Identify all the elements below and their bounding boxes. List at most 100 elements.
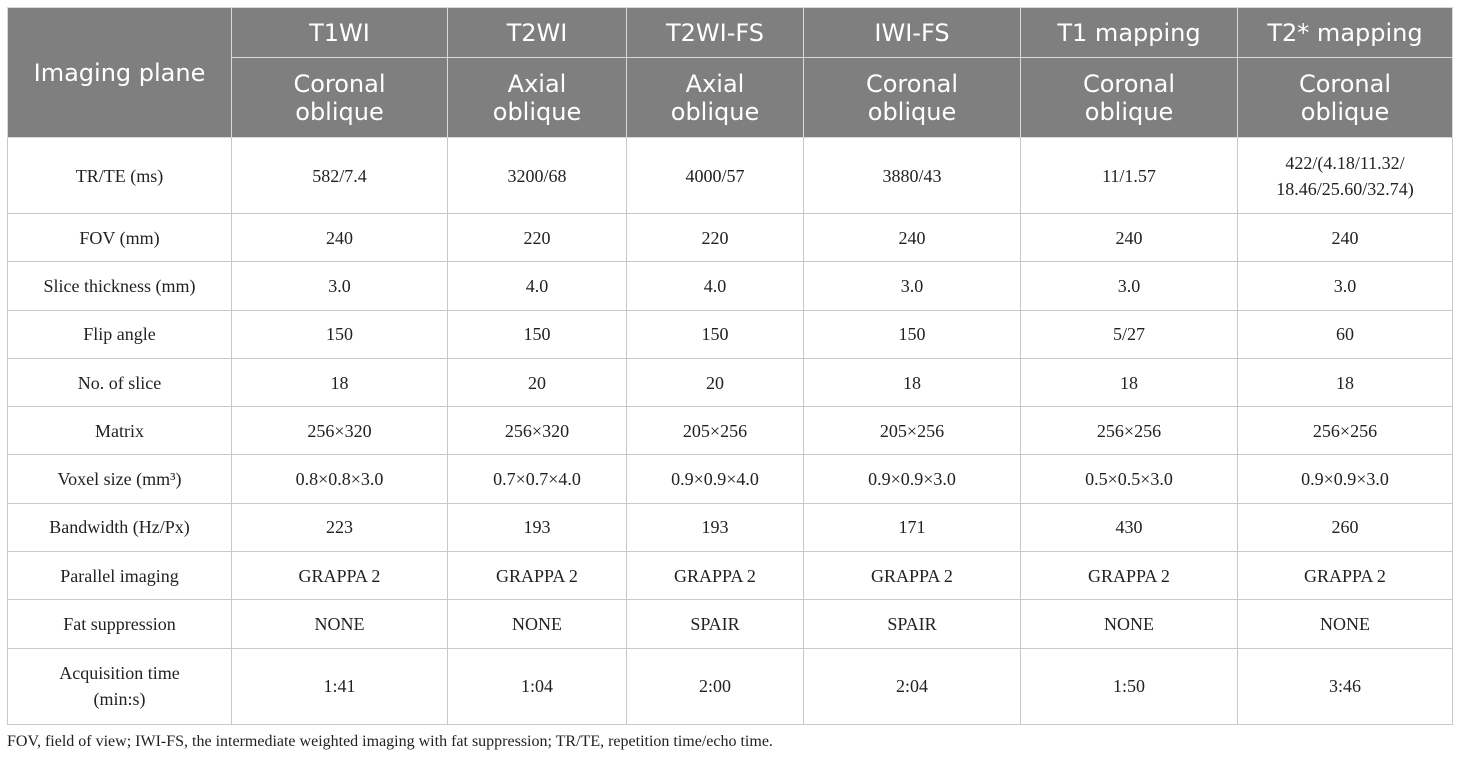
- table-cell: SPAIR: [626, 599, 804, 649]
- table-cell: 3.0: [803, 261, 1021, 311]
- table-row: Fat suppression NONE NONE SPAIR SPAIR NONE NON…: [7, 599, 1453, 649]
- table-cell: 205×256: [626, 406, 804, 456]
- table-cell: 2:00: [626, 647, 804, 725]
- imaging-plane-line: oblique: [1084, 97, 1174, 126]
- cell-value: NONE: [512, 614, 562, 635]
- cell-value: 4000/57: [685, 165, 745, 186]
- row-label-cell: FOV (mm): [7, 212, 232, 263]
- table-cell: 0.9×0.9×3.0: [803, 454, 1021, 504]
- row-label: Fat suppression: [63, 614, 176, 635]
- header-cell: T2WI: [447, 7, 627, 58]
- cell-value: 0.9×0.9×3.0: [1301, 469, 1389, 490]
- table-cell: 1:04: [447, 647, 627, 725]
- cell-value: 20: [706, 372, 724, 393]
- row-label: No. of slice: [77, 372, 162, 393]
- table-row: Parallel imaging GRAPPA 2 GRAPPA 2 GRAPPA 2…: [7, 551, 1453, 601]
- row-label: TR/TE (ms): [75, 165, 164, 186]
- table-cell: 0.7×0.7×4.0: [447, 454, 627, 504]
- table-header: Imaging plane T1WI T2WI T2WI-FS IWI-FS T1 map…: [7, 7, 1453, 138]
- cell-value: NONE: [1104, 614, 1154, 635]
- cell-value: 220: [701, 227, 729, 248]
- cell-value: 205×256: [879, 420, 945, 441]
- cell-value: 0.7×0.7×4.0: [493, 469, 581, 490]
- table-cell: GRAPPA 2: [1020, 551, 1238, 601]
- cell-value: GRAPPA 2: [871, 565, 953, 586]
- sequence-name: T2WI-FS: [665, 18, 764, 47]
- cell-value: 18: [1336, 372, 1354, 393]
- table-cell: 193: [447, 502, 627, 553]
- row-label-line: Acquisition time: [59, 663, 180, 684]
- cell-value: SPAIR: [887, 614, 937, 635]
- table-cell: 18: [231, 357, 448, 408]
- table-cell: GRAPPA 2: [447, 551, 627, 601]
- cell-value: 3880/43: [882, 165, 942, 186]
- cell-value: 240: [898, 227, 926, 248]
- table-cell: 223: [231, 502, 448, 553]
- cell-value: 3.0: [900, 275, 924, 296]
- table-cell: 1:50: [1020, 647, 1238, 725]
- table-cell: 2:04: [803, 647, 1021, 725]
- table-cell: NONE: [1020, 599, 1238, 649]
- table-cell: 150: [447, 309, 627, 359]
- table-row: Voxel size (mm³) 0.8×0.8×3.0 0.7×0.7×4.0 0.…: [7, 454, 1453, 504]
- cell-value: 150: [898, 324, 926, 345]
- row-label-cell: Flip angle: [7, 309, 232, 359]
- table-cell: 1:41: [231, 647, 448, 725]
- header-cell: Coronal oblique: [231, 57, 448, 138]
- cell-value: 2:00: [698, 676, 731, 697]
- table-cell: 0.5×0.5×3.0: [1020, 454, 1238, 504]
- header-cell: Imaging plane: [7, 7, 232, 138]
- cell-value: 220: [523, 227, 551, 248]
- cell-value: 0.8×0.8×3.0: [295, 469, 384, 490]
- header-row: Coronal oblique Axial oblique Axial oblique Co…: [8, 57, 1453, 138]
- table-cell: 205×256: [803, 406, 1021, 456]
- table-cell: GRAPPA 2: [803, 551, 1021, 601]
- table-cell: 18: [1020, 357, 1238, 408]
- header-cell: Axial oblique: [447, 57, 627, 138]
- imaging-plane-line: Axial: [685, 69, 745, 98]
- header-cell: Coronal oblique: [1237, 57, 1453, 138]
- cell-value: 18: [330, 372, 349, 393]
- header-cell: T2* mapping: [1237, 7, 1453, 58]
- cell-value: 150: [523, 324, 551, 345]
- table-row: Bandwidth (Hz/Px) 223 193 193 171 430 260: [7, 502, 1453, 553]
- row-label: Voxel size (mm³): [57, 469, 182, 490]
- row-label-cell: Acquisition time (min:s): [7, 647, 232, 725]
- sequence-name: T1 mapping: [1057, 18, 1201, 47]
- cell-value: GRAPPA 2: [298, 565, 381, 586]
- header-cell: IWI-FS: [803, 7, 1021, 58]
- row-label-cell: Matrix: [7, 406, 232, 456]
- table-cell: NONE: [1237, 599, 1453, 649]
- cell-value-line: 18.46/25.60/32.74): [1276, 178, 1414, 199]
- row-label-cell: Voxel size (mm³): [7, 454, 232, 504]
- imaging-plane-line: oblique: [295, 97, 384, 126]
- table-cell: 171: [803, 502, 1021, 553]
- cell-value: 582/7.4: [312, 165, 367, 186]
- table-cell: 240: [231, 212, 448, 263]
- table-cell: 422/(4.18/11.32/18.46/25.60/32.74): [1237, 137, 1453, 214]
- row-label-heading: Imaging plane: [33, 58, 206, 87]
- table-cell: 150: [626, 309, 804, 359]
- table-cell: 150: [803, 309, 1021, 359]
- cell-value: 0.5×0.5×3.0: [1085, 469, 1173, 490]
- cell-value: 5/27: [1112, 324, 1145, 345]
- table-cell: 18: [1237, 357, 1453, 408]
- table-cell: GRAPPA 2: [231, 551, 448, 601]
- imaging-plane-line: Coronal: [293, 69, 386, 98]
- table-cell: 3880/43: [803, 137, 1021, 214]
- row-label-cell: Fat suppression: [7, 599, 232, 649]
- table-row: Slice thickness (mm) 3.0 4.0 4.0 3.0 3.0 3.0: [7, 261, 1453, 311]
- table-cell: GRAPPA 2: [1237, 551, 1453, 601]
- imaging-plane-line: oblique: [670, 97, 760, 126]
- table-cell: 193: [626, 502, 804, 553]
- cell-value: 256×320: [504, 420, 570, 441]
- row-label: Bandwidth (Hz/Px): [49, 517, 190, 538]
- header-cell: T2WI-FS: [626, 7, 804, 58]
- row-label-cell: Parallel imaging: [7, 551, 232, 601]
- sequence-name: T1WI: [309, 18, 370, 47]
- header-cell: Axial oblique: [626, 57, 804, 138]
- table-cell: 430: [1020, 502, 1238, 553]
- table-row: TR/TE (ms) 582/7.4 3200/68 4000/57 3880/43 11…: [7, 137, 1453, 214]
- table-cell: 0.9×0.9×4.0: [626, 454, 804, 504]
- row-label-line: (min:s): [93, 689, 146, 710]
